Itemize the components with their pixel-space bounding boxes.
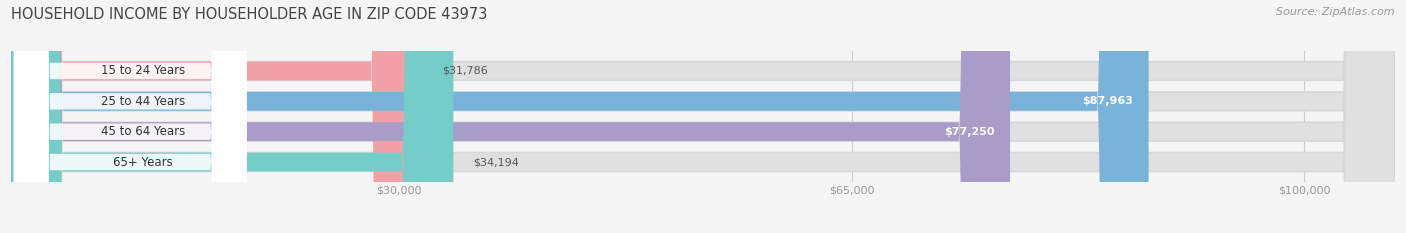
Text: 25 to 44 Years: 25 to 44 Years xyxy=(101,95,186,108)
Text: 15 to 24 Years: 15 to 24 Years xyxy=(101,65,186,78)
Text: $77,250: $77,250 xyxy=(943,127,994,137)
FancyBboxPatch shape xyxy=(14,0,246,233)
FancyBboxPatch shape xyxy=(14,0,246,233)
FancyBboxPatch shape xyxy=(11,0,1010,233)
Text: Source: ZipAtlas.com: Source: ZipAtlas.com xyxy=(1277,7,1395,17)
FancyBboxPatch shape xyxy=(14,0,246,233)
FancyBboxPatch shape xyxy=(11,0,1395,233)
FancyBboxPatch shape xyxy=(11,0,1395,233)
Text: $34,194: $34,194 xyxy=(472,157,519,167)
FancyBboxPatch shape xyxy=(11,0,1395,233)
FancyBboxPatch shape xyxy=(11,0,422,233)
FancyBboxPatch shape xyxy=(11,0,1395,233)
Text: $87,963: $87,963 xyxy=(1083,96,1133,106)
FancyBboxPatch shape xyxy=(11,0,1149,233)
Text: HOUSEHOLD INCOME BY HOUSEHOLDER AGE IN ZIP CODE 43973: HOUSEHOLD INCOME BY HOUSEHOLDER AGE IN Z… xyxy=(11,7,488,22)
FancyBboxPatch shape xyxy=(14,0,246,233)
Text: $31,786: $31,786 xyxy=(441,66,488,76)
Text: 65+ Years: 65+ Years xyxy=(114,155,173,168)
Text: 45 to 64 Years: 45 to 64 Years xyxy=(101,125,186,138)
FancyBboxPatch shape xyxy=(11,0,453,233)
